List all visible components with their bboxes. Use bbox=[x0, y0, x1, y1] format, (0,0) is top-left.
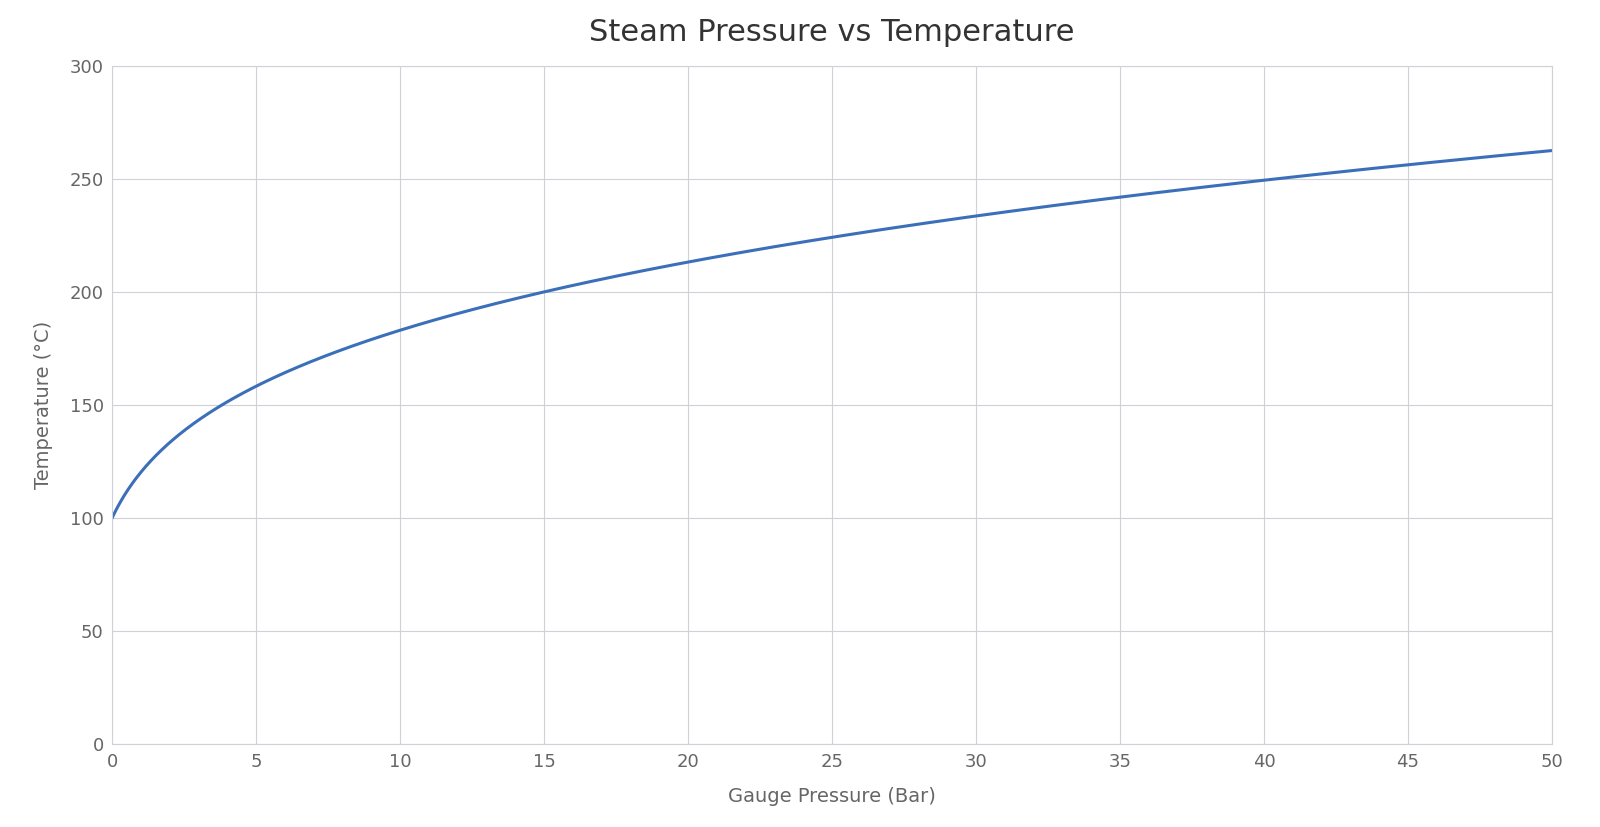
Title: Steam Pressure vs Temperature: Steam Pressure vs Temperature bbox=[589, 18, 1075, 47]
X-axis label: Gauge Pressure (Bar): Gauge Pressure (Bar) bbox=[728, 787, 936, 806]
Y-axis label: Temperature (°C): Temperature (°C) bbox=[34, 321, 53, 490]
